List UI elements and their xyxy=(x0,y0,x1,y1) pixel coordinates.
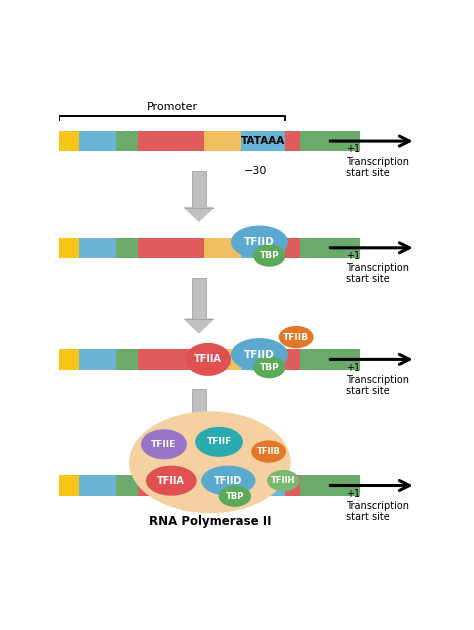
Bar xyxy=(285,238,300,258)
Text: RNA Polymerase II: RNA Polymerase II xyxy=(149,515,271,527)
Polygon shape xyxy=(184,207,213,221)
Bar xyxy=(59,238,80,258)
Text: TFIID: TFIID xyxy=(244,350,275,360)
Bar xyxy=(241,131,285,151)
Bar xyxy=(80,475,116,496)
Bar xyxy=(80,349,116,370)
Text: +1: +1 xyxy=(346,363,360,373)
Text: TFIID: TFIID xyxy=(214,476,242,486)
Text: TFIIE: TFIIE xyxy=(151,440,177,449)
Bar xyxy=(241,349,285,370)
Text: −30: −30 xyxy=(244,166,267,176)
Bar xyxy=(138,349,204,370)
Bar xyxy=(192,389,206,416)
Bar xyxy=(80,238,116,258)
Ellipse shape xyxy=(146,466,197,496)
Bar xyxy=(285,131,300,151)
Bar xyxy=(138,238,204,258)
Text: Transcription: Transcription xyxy=(346,263,409,273)
Bar xyxy=(138,131,204,151)
Bar xyxy=(204,131,241,151)
Text: TBP: TBP xyxy=(259,363,279,372)
Text: Transcription: Transcription xyxy=(346,157,409,166)
Text: TATAAA: TATAAA xyxy=(241,136,285,146)
Ellipse shape xyxy=(185,343,231,376)
Bar xyxy=(59,475,80,496)
Ellipse shape xyxy=(129,411,291,513)
Bar xyxy=(116,349,138,370)
Ellipse shape xyxy=(141,429,187,459)
Text: TBP: TBP xyxy=(259,251,279,260)
Text: TBP: TBP xyxy=(226,491,244,501)
Ellipse shape xyxy=(201,466,255,496)
Ellipse shape xyxy=(231,226,288,258)
Bar xyxy=(241,238,285,258)
Text: start site: start site xyxy=(346,168,390,178)
Bar xyxy=(300,131,360,151)
Polygon shape xyxy=(184,319,213,333)
Text: Transcription: Transcription xyxy=(346,375,409,385)
Bar xyxy=(285,475,300,496)
Text: TFIIB: TFIIB xyxy=(283,333,309,341)
Text: start site: start site xyxy=(346,386,390,396)
Bar xyxy=(138,475,204,496)
Bar xyxy=(192,278,206,319)
Text: start site: start site xyxy=(346,512,390,522)
Text: TFIIF: TFIIF xyxy=(206,437,232,446)
Bar xyxy=(204,238,241,258)
Bar xyxy=(300,349,360,370)
Text: TFIIA: TFIIA xyxy=(194,355,222,364)
Bar xyxy=(59,349,80,370)
Text: +1: +1 xyxy=(346,251,360,261)
Bar xyxy=(241,475,285,496)
Bar xyxy=(300,475,360,496)
Bar xyxy=(116,238,138,258)
Bar xyxy=(80,131,116,151)
Text: +1: +1 xyxy=(346,144,360,154)
Text: Promoter: Promoter xyxy=(146,102,198,112)
Ellipse shape xyxy=(219,486,251,507)
Ellipse shape xyxy=(267,470,300,491)
Text: TFIIA: TFIIA xyxy=(157,476,185,486)
Text: TFIIH: TFIIH xyxy=(271,476,295,485)
Ellipse shape xyxy=(231,338,288,371)
Ellipse shape xyxy=(253,244,285,266)
Text: start site: start site xyxy=(346,275,390,285)
Text: TFIID: TFIID xyxy=(244,237,275,247)
Bar xyxy=(204,475,241,496)
Ellipse shape xyxy=(251,440,286,462)
Bar xyxy=(300,238,360,258)
Bar xyxy=(116,475,138,496)
Polygon shape xyxy=(184,416,213,430)
Ellipse shape xyxy=(195,427,243,457)
Bar xyxy=(59,131,80,151)
Text: +1: +1 xyxy=(346,489,360,499)
Bar xyxy=(285,349,300,370)
Bar xyxy=(116,131,138,151)
Ellipse shape xyxy=(279,326,314,348)
Bar xyxy=(204,349,241,370)
Bar xyxy=(192,171,206,207)
Text: TFIIB: TFIIB xyxy=(257,447,281,456)
Text: Transcription: Transcription xyxy=(346,501,409,511)
Ellipse shape xyxy=(253,356,285,378)
